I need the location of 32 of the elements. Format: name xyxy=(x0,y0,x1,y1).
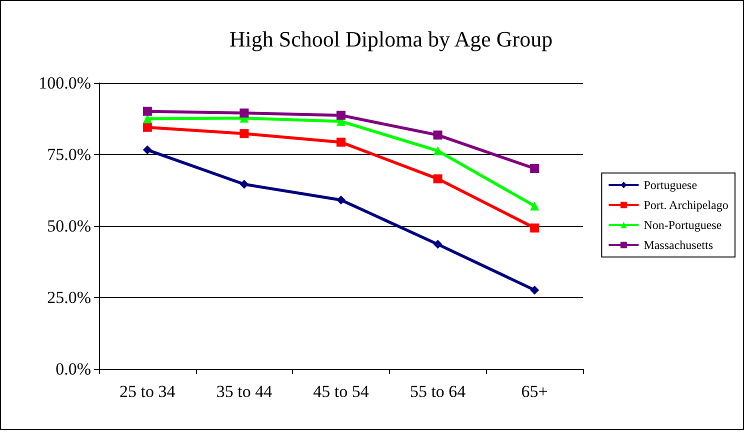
legend-label: Portuguese xyxy=(644,178,698,192)
point xyxy=(142,145,152,154)
y-tick-label: 75.0% xyxy=(47,145,91,164)
chart-title: High School Diploma by Age Group xyxy=(229,26,553,52)
point xyxy=(530,286,540,295)
point xyxy=(530,201,540,210)
point xyxy=(240,129,249,138)
point xyxy=(336,110,346,120)
point xyxy=(433,130,442,140)
x-tick-label: 25 to 34 xyxy=(120,382,176,401)
point xyxy=(530,224,540,232)
point xyxy=(433,174,442,184)
point xyxy=(142,122,152,132)
y-tick-label: 50.0% xyxy=(47,216,91,236)
point xyxy=(336,138,346,147)
legend-label: Massachusetts xyxy=(644,238,714,252)
point xyxy=(336,195,346,204)
legend-label: Port. Archipelago xyxy=(644,198,728,212)
y-tick-label: 100.0% xyxy=(38,74,91,92)
point xyxy=(240,180,249,189)
point xyxy=(433,146,442,156)
x-tick-label: 55 to 64 xyxy=(410,382,466,401)
x-tick-label: 35 to 44 xyxy=(216,382,273,401)
point xyxy=(433,240,442,249)
x-tick-label: 65+ xyxy=(521,382,548,401)
x-tick-label: 45 to 54 xyxy=(313,382,370,401)
y-tick-label: 25.0% xyxy=(47,288,91,307)
point xyxy=(240,108,249,118)
point xyxy=(530,164,540,174)
y-tick-label: 0.0% xyxy=(56,360,91,378)
legend-label: Non-Portuguese xyxy=(644,218,722,232)
point xyxy=(142,106,152,116)
